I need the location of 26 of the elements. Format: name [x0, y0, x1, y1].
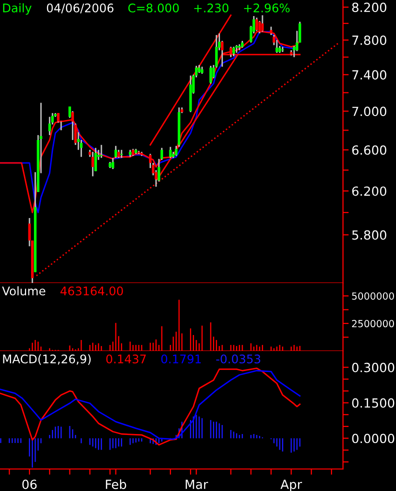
- text: 463164.00: [60, 286, 123, 296]
- y-tick-label: 5.800: [352, 230, 386, 240]
- y-tick-label: 2500000: [352, 320, 394, 328]
- y-tick-label: 6.200: [352, 186, 386, 196]
- y-tick-label: 8.200: [352, 2, 386, 12]
- y-tick-label: 6.600: [352, 145, 386, 155]
- x-tick-label: Feb: [106, 479, 126, 490]
- x-tick-label: Mar: [186, 480, 208, 490]
- chart-subtitle: 04/06/2006: [46, 3, 114, 14]
- y-tick-label: 7.400: [352, 70, 386, 80]
- text: -0.0353: [216, 354, 260, 364]
- annotation: C=8.000: [128, 3, 179, 12]
- x-tick-label: 06: [22, 480, 37, 490]
- chart-title: MACD(12,26,9): [3, 354, 91, 365]
- annotation: +2.96%: [244, 3, 290, 12]
- chart-title: Daily: [3, 3, 32, 15]
- y-tick-label: 0.1500: [352, 398, 394, 408]
- y-tick-label: 7.800: [352, 36, 386, 45]
- text: 0.1437: [106, 354, 146, 364]
- y-tick-label: 7.000: [352, 106, 386, 116]
- chart-title: Volume: [2, 286, 46, 296]
- y-tick-label: 0.3000: [352, 362, 394, 372]
- y-tick-label: 0.0000: [352, 434, 394, 444]
- annotation: +.230: [194, 3, 228, 12]
- y-tick-label: 5000000: [352, 292, 394, 300]
- text: 0.1791: [161, 354, 201, 364]
